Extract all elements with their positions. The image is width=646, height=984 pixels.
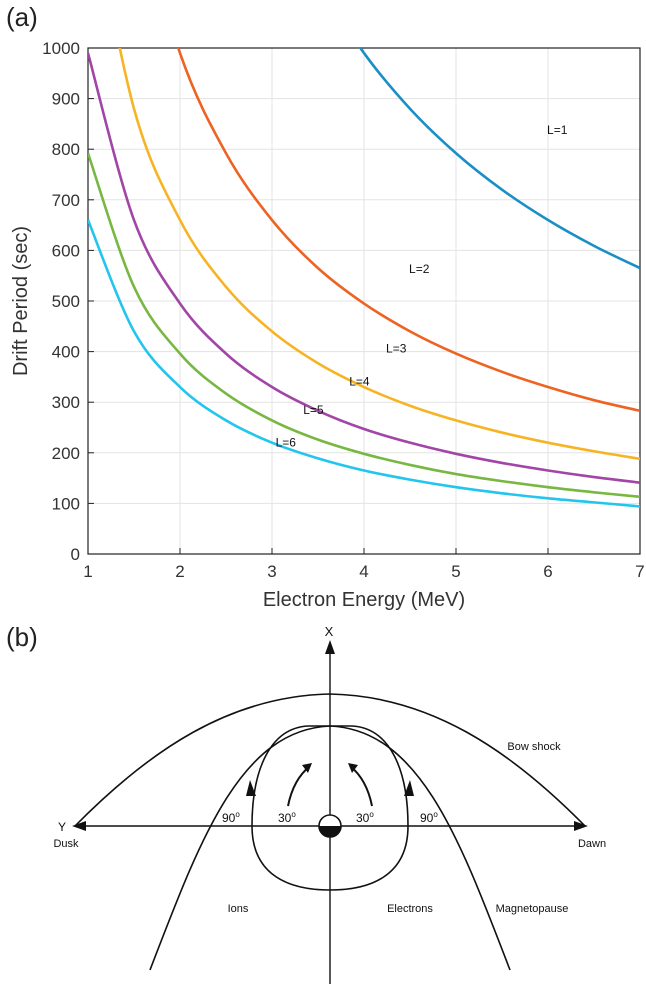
earth-night-side-icon bbox=[319, 826, 341, 837]
x-tick-label: 7 bbox=[635, 562, 644, 581]
y-axis-arrowhead-right bbox=[574, 821, 588, 831]
angle-90-left-label: 90o bbox=[222, 810, 240, 825]
series-line-l-4 bbox=[88, 52, 640, 484]
y-axis-label: Drift Period (sec) bbox=[10, 226, 32, 376]
ions-label: Ions bbox=[228, 903, 249, 915]
x-tick-label: 2 bbox=[175, 562, 184, 581]
y-tick-label: 400 bbox=[52, 343, 80, 362]
ion-drift-arrow bbox=[287, 765, 311, 807]
y-tick-label: 1000 bbox=[42, 39, 80, 58]
curve-label-l-4: L=4 bbox=[349, 375, 370, 389]
angle-90-right-label: 90o bbox=[420, 810, 438, 825]
curve-label-l-6: L=6 bbox=[276, 436, 297, 450]
electrons-label: Electrons bbox=[387, 903, 433, 915]
y-tick-label: 700 bbox=[52, 191, 80, 210]
x-axis-arrowhead bbox=[325, 640, 335, 654]
curve-label-l-2: L=2 bbox=[409, 262, 430, 276]
y-axis-arrowhead-left bbox=[72, 821, 86, 831]
angle-30-left-label: 30o bbox=[278, 810, 296, 825]
curve-label-l-5: L=5 bbox=[303, 403, 324, 417]
y-tick-label: 600 bbox=[52, 241, 80, 260]
dawn-label: Dawn bbox=[578, 838, 606, 850]
curve-label-l-3: L=3 bbox=[386, 342, 407, 356]
ion-drift-arrowhead bbox=[302, 763, 312, 773]
magnetopause-label: Magnetopause bbox=[496, 903, 569, 915]
y-tick-label: 900 bbox=[52, 90, 80, 109]
y-tick-label: 100 bbox=[52, 494, 80, 513]
series-line-l-5 bbox=[88, 152, 640, 499]
series-line-l-1 bbox=[358, 48, 640, 270]
y-tick-label: 500 bbox=[52, 292, 80, 311]
series-line-l-3 bbox=[118, 48, 640, 461]
x-tick-label: 3 bbox=[267, 562, 276, 581]
x-tick-label: 4 bbox=[359, 562, 368, 581]
electron-drift-arrowhead bbox=[348, 763, 358, 773]
angle-30-right-label: 30o bbox=[356, 810, 374, 825]
x-tick-label: 5 bbox=[451, 562, 460, 581]
electron-drift-arrow bbox=[349, 765, 373, 807]
series-line-l-6 bbox=[88, 219, 640, 508]
dusk-label: Dusk bbox=[53, 838, 79, 850]
x-axis-label: X bbox=[325, 624, 334, 639]
drift-period-chart: 1 2 3 4 5 6 701002003004005006007008009001000 … bbox=[10, 39, 645, 610]
bow-shock-curve bbox=[74, 693, 586, 827]
x-tick-label: 1 bbox=[83, 562, 92, 581]
series-line-l-2 bbox=[176, 48, 640, 413]
drift-direction-diagram: X Y Dusk Dawn Bow shock Magnetopause 90o… bbox=[53, 624, 606, 984]
curve-labels: L=1 L=2 L=3 L=4 L=5 L=6 bbox=[276, 123, 568, 450]
y-tick-label: 800 bbox=[52, 140, 80, 159]
panel-label-b: (b) bbox=[6, 622, 38, 652]
electron-orbit-arrowhead bbox=[404, 780, 414, 796]
y-tick-label: 0 bbox=[71, 545, 80, 564]
y-axis-label: Y bbox=[58, 820, 66, 834]
y-tick-label: 300 bbox=[52, 393, 80, 412]
axis-ticks: 1 2 3 4 5 6 7 0 100 200 300 400 500 600 700 800 900 1000 bbox=[42, 39, 645, 581]
drift-orbit bbox=[251, 725, 409, 891]
y-tick-label: 200 bbox=[52, 444, 80, 463]
x-axis-label: Electron Energy (MeV) bbox=[263, 589, 465, 610]
ion-orbit-arrowhead bbox=[246, 780, 256, 796]
series-lines bbox=[88, 48, 640, 508]
bow-shock-label: Bow shock bbox=[507, 741, 561, 753]
curve-label-l-1: L=1 bbox=[547, 123, 568, 137]
x-tick-label: 6 bbox=[543, 562, 552, 581]
panel-label-a: (a) bbox=[6, 2, 38, 32]
